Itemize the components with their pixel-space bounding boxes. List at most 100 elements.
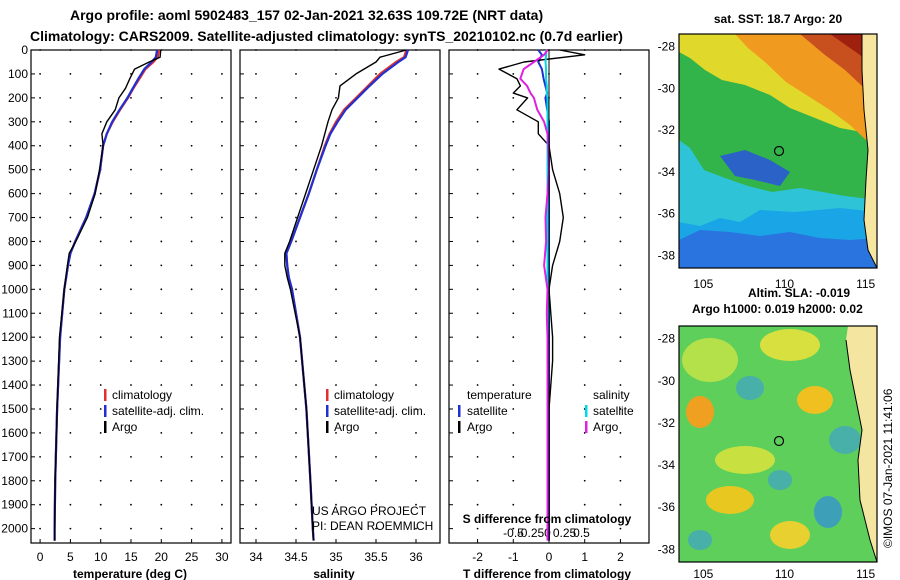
sla-map-title: Altim. SLA: -0.019 [748, 286, 850, 300]
grid-dot [160, 408, 163, 410]
grid-dot [99, 240, 102, 243]
grid-dot [39, 312, 41, 315]
grid-dot [415, 49, 417, 51]
map-y-tick-label: -32 [658, 123, 676, 137]
grid-dot [335, 264, 337, 267]
sst-map-frame [678, 33, 878, 269]
grid-dot [619, 479, 622, 482]
diff-legend-s-argo: Argo [593, 420, 619, 434]
grid-dot [583, 168, 586, 171]
depth-tick-label: 1900 [1, 498, 28, 512]
grid-dot [190, 312, 193, 315]
grid-dot [99, 216, 102, 219]
grid-dot [375, 144, 377, 147]
grid-dot [583, 144, 586, 147]
grid-dot [512, 49, 515, 51]
salinity-climatology-line [285, 49, 408, 541]
grid-dot [375, 168, 377, 171]
grid-dot [512, 384, 515, 386]
sal-legend-swatch-climatology [326, 389, 329, 401]
grid-dot [39, 192, 41, 195]
grid-dot [476, 432, 479, 434]
grid-dot [130, 216, 132, 219]
credit-pi: PI: DEAN ROEMMICH [312, 519, 433, 533]
map-y-tick-label: -28 [658, 332, 676, 346]
grid-dot [583, 49, 586, 51]
grid-dot [221, 264, 223, 267]
grid-dot [295, 503, 297, 506]
grid-dot [619, 336, 622, 339]
grid-dot [619, 168, 622, 171]
grid-dot [512, 73, 515, 75]
grid-dot [583, 527, 586, 530]
grid-dot [221, 73, 223, 75]
axis-ticks: 0100200300400500600700800900100011001200… [1, 40, 875, 580]
grid-dot [583, 264, 586, 267]
grid-dot [619, 288, 622, 291]
depth-tick-label: 1800 [1, 474, 28, 488]
s-diff-tick-label: -0.5 [503, 526, 524, 540]
x-tick-label: 0 [546, 550, 553, 564]
grid-dot [130, 312, 132, 315]
grid-dot [512, 216, 515, 219]
grid-dot [335, 408, 337, 410]
grid-dot [335, 240, 337, 243]
grid-dot [69, 312, 72, 315]
grid-dot [335, 216, 337, 219]
grid-dot [190, 96, 193, 99]
grid-dot [583, 336, 586, 339]
grid-dot [295, 264, 297, 267]
depth-tick-label: 600 [8, 187, 28, 201]
grid-dot [190, 240, 193, 243]
sal-legend-swatch-argo [326, 421, 329, 433]
depth-tick-label: 1100 [2, 306, 28, 320]
grid-dot [512, 503, 515, 506]
depth-tick-label: 800 [8, 234, 28, 248]
grid-dot [476, 264, 479, 267]
grid-dot [415, 96, 417, 99]
grid-dot [190, 432, 193, 434]
grid-dot [295, 216, 297, 219]
grid-dot [69, 144, 72, 147]
grid-dot [335, 527, 337, 530]
grid-dot [476, 384, 479, 386]
grid-dot [221, 168, 223, 171]
grid-dot [255, 288, 257, 291]
grid-dot [255, 73, 257, 75]
x-tick-label: 0 [37, 550, 44, 564]
grid-dot [190, 479, 193, 482]
grid-dot [99, 120, 102, 123]
grid-dot [99, 49, 102, 51]
grid-dot [39, 455, 41, 458]
sla-blob [715, 446, 775, 474]
grid-dot [190, 503, 193, 506]
grid-dot [130, 288, 132, 291]
legend-swatch-argo [104, 421, 107, 433]
grid-dot [39, 216, 41, 219]
diff-swatch-s-satellite [585, 405, 588, 417]
x-tick-label: -2 [472, 550, 483, 564]
grid-dot [255, 384, 257, 386]
sst-map-title: sat. SST: 18.7 Argo: 20 [714, 12, 843, 26]
grid-dot [375, 312, 377, 315]
grid-dot [69, 168, 72, 171]
x-tick-label: 20 [155, 550, 169, 564]
grid-dot [221, 312, 223, 315]
grid-dot [69, 360, 72, 363]
diff-legend-t-satellite: satellite [467, 404, 508, 418]
grid-dot [99, 96, 102, 99]
grid-dot [476, 216, 479, 219]
grid-dot [295, 288, 297, 291]
grid-dot [160, 264, 163, 267]
sal-legend-argo: Argo [334, 420, 360, 434]
grid-dot [583, 312, 586, 315]
depth-tick-label: 300 [8, 115, 28, 129]
diff-legend-salinity-title: salinity [593, 388, 630, 402]
grid-dot [512, 312, 515, 315]
grid-dot [69, 73, 72, 75]
x-tick-label: 5 [67, 550, 74, 564]
grid-dot [619, 96, 622, 99]
grid-dot [221, 384, 223, 386]
map-y-tick-label: -38 [658, 542, 676, 556]
s-difference-label: S difference from climatology [463, 512, 632, 526]
